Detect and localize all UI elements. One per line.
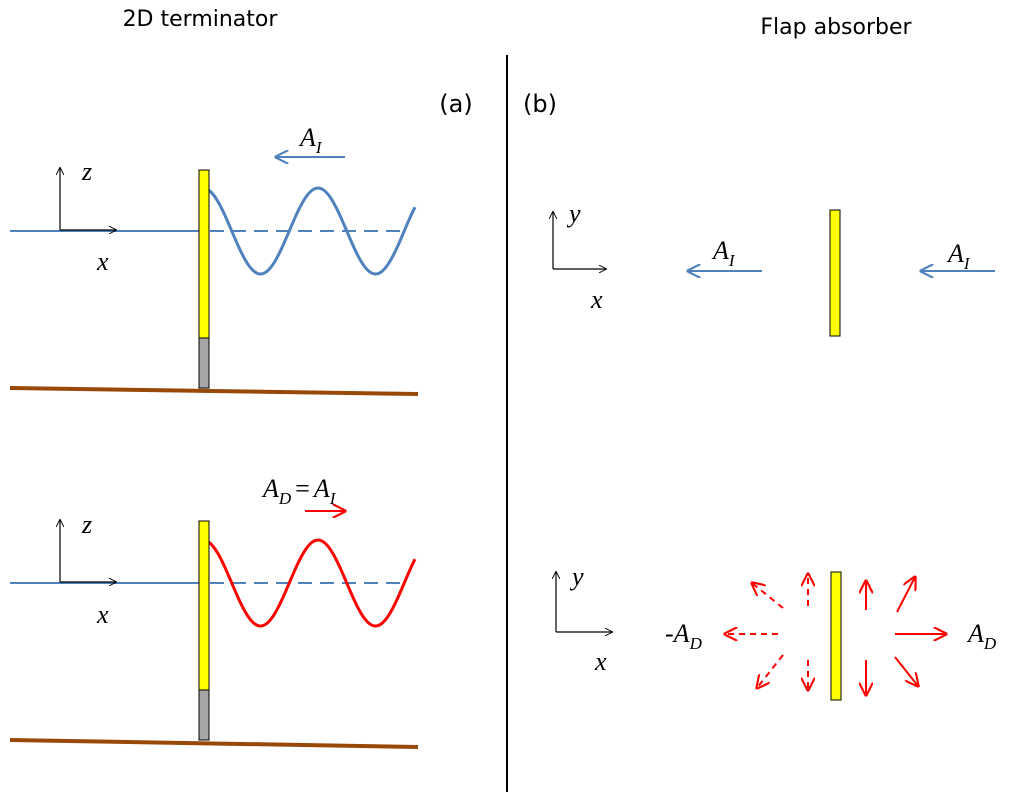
symbol: A bbox=[711, 236, 729, 265]
seabed bbox=[9, 738, 419, 749]
panel-tag: (b) bbox=[523, 90, 557, 118]
subscript: I bbox=[329, 489, 337, 508]
right-bottom: y x -AD AD bbox=[556, 562, 997, 701]
symbol: A bbox=[946, 239, 964, 268]
axis-label: z bbox=[81, 510, 92, 539]
axis-label: y bbox=[566, 199, 581, 228]
panel-title: 2D terminator bbox=[123, 7, 279, 32]
axis-label: x bbox=[590, 285, 603, 314]
axis-label: z bbox=[81, 157, 92, 186]
flap bbox=[830, 571, 842, 701]
flap bbox=[829, 209, 841, 337]
subscript: D bbox=[689, 634, 703, 653]
panel-title: Flap absorber bbox=[760, 15, 912, 40]
axis-label: y bbox=[569, 562, 584, 591]
wave-label: AD = AI bbox=[261, 474, 337, 508]
wave-label: AI bbox=[298, 123, 323, 157]
axis-label: x bbox=[96, 247, 109, 276]
symbol: A bbox=[261, 474, 279, 503]
subscript: D bbox=[278, 489, 292, 508]
operator: = bbox=[295, 474, 310, 503]
wave-label: AI bbox=[946, 239, 971, 273]
symbol: A bbox=[966, 619, 984, 648]
wave bbox=[208, 538, 417, 628]
axis-label: x bbox=[594, 647, 607, 676]
arrow bbox=[757, 654, 784, 688]
flap-base bbox=[198, 337, 210, 389]
subscript: I bbox=[315, 138, 323, 157]
symbol: A bbox=[312, 474, 330, 503]
arrow bbox=[894, 656, 918, 686]
left-bottom: z x AD = AI bbox=[9, 474, 419, 749]
wave bbox=[208, 186, 417, 276]
symbol: A bbox=[672, 619, 690, 648]
wave-label: AI bbox=[711, 236, 736, 270]
radiated-arrows bbox=[725, 574, 946, 695]
wave-label: AD bbox=[966, 619, 997, 653]
panel-tag: (a) bbox=[439, 90, 472, 118]
wave-label: -AD bbox=[665, 619, 703, 653]
axis-label: x bbox=[96, 600, 109, 629]
subscript: D bbox=[983, 634, 997, 653]
arrow bbox=[752, 583, 784, 609]
symbol: A bbox=[298, 123, 316, 152]
left-top: z x AI bbox=[9, 123, 419, 396]
subscript: I bbox=[728, 251, 736, 270]
sign: - bbox=[665, 619, 674, 648]
subscript: I bbox=[963, 254, 971, 273]
flap-base bbox=[198, 689, 210, 741]
seabed bbox=[9, 386, 419, 396]
flap bbox=[198, 520, 210, 691]
right-top: y x AI AI bbox=[553, 199, 995, 337]
arrow bbox=[896, 577, 915, 613]
flap bbox=[198, 169, 210, 339]
